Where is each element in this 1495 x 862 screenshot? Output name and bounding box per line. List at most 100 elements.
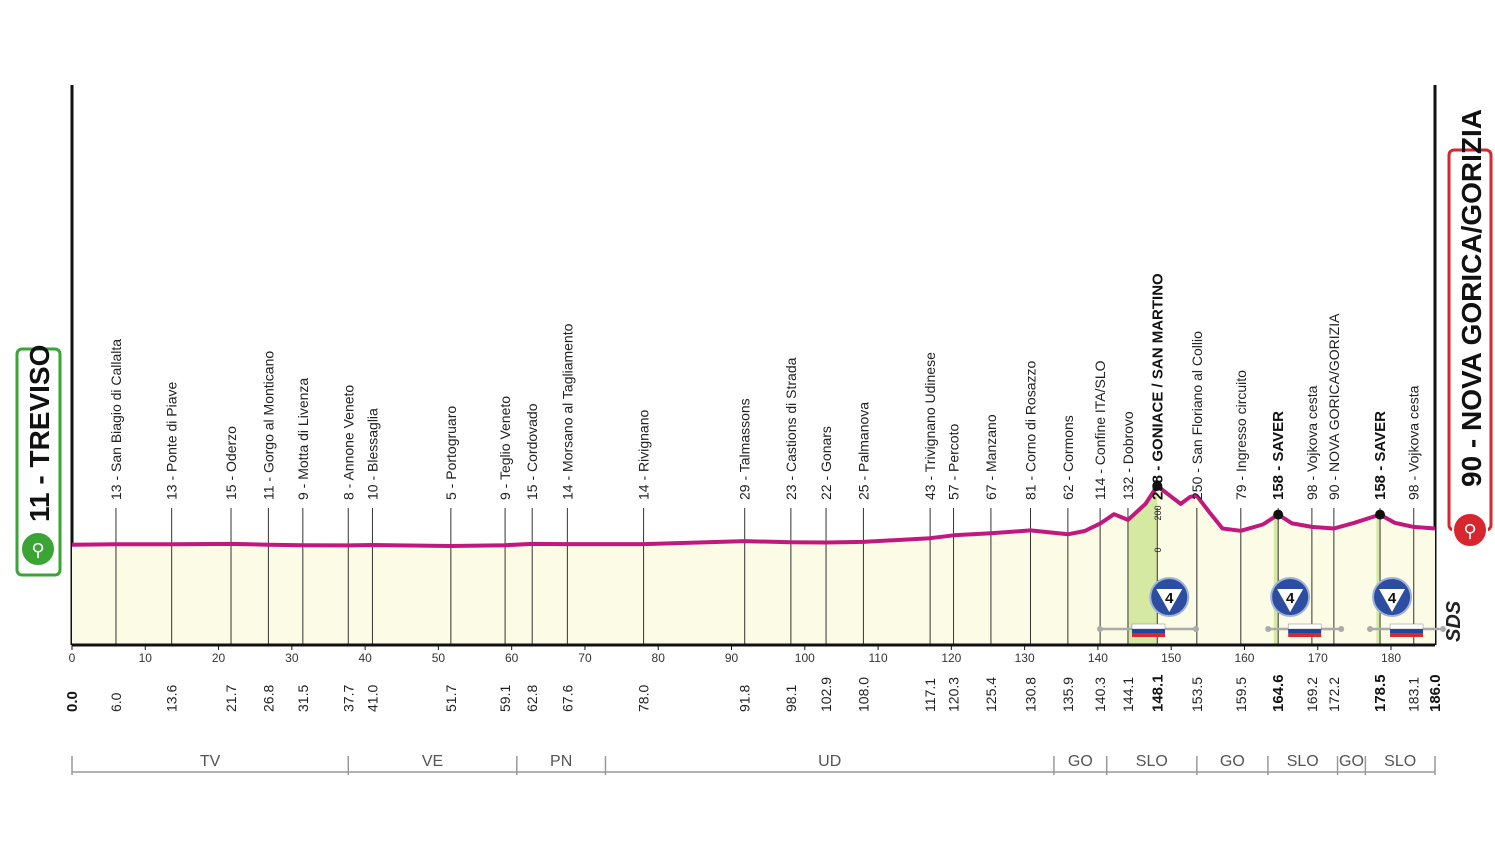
altitude-marker: 0 [1153, 547, 1163, 552]
altitude-marker: 200 [1153, 505, 1163, 520]
km-label: 0.0 [64, 691, 81, 712]
km-label: 135.9 [1060, 677, 1076, 712]
km-label: 62.8 [524, 685, 540, 712]
km-label: 148.1 [1149, 674, 1166, 712]
km-label: 178.5 [1372, 674, 1389, 712]
point-label: 5 - Portogruaro [443, 406, 459, 500]
start-cyclist-icon [20, 531, 56, 567]
region-label: UD [818, 753, 841, 770]
point-label: 8 - Annone Veneto [340, 385, 356, 500]
border-crossing-marker [1097, 623, 1199, 637]
sprint-markers [1097, 623, 1447, 637]
km-label: 183.1 [1406, 677, 1422, 712]
point-label: 10 - Blessaglia [364, 408, 380, 500]
point-label: 29 - Talmassons [737, 398, 753, 500]
summit-dot [1273, 509, 1284, 520]
finish-cyclist-icon [1452, 512, 1488, 548]
km-label: 37.7 [340, 685, 356, 712]
climb-band [1376, 514, 1381, 645]
km-label: 98.1 [783, 685, 799, 712]
x-tick-label: 140 [1088, 651, 1108, 665]
climb-category-value: 4 [1286, 590, 1295, 607]
climb-category-value: 4 [1388, 590, 1397, 607]
point-label: 62 - Cormons [1060, 415, 1076, 500]
km-label: 41.0 [364, 685, 380, 712]
km-label: 159.5 [1233, 677, 1249, 712]
x-tick-label: 40 [358, 651, 372, 665]
km-label: 172.2 [1326, 677, 1342, 712]
point-labels: 13 - San Biagio di Callalta 13 - Ponte di… [108, 273, 1422, 500]
summit-dot [1375, 509, 1386, 520]
point-label: 13 - Ponte di Piave [164, 381, 180, 500]
region-label: PN [550, 753, 572, 770]
km-label: 120.3 [946, 677, 962, 712]
point-label: 250 - San Floriano al Collio [1189, 331, 1205, 500]
x-axis-ticks: 0 10 20 30 40 50 60 70 80 90 100 110 120 130 140 150 160… [69, 645, 1401, 665]
km-label: 78.0 [636, 685, 652, 712]
point-label: 298 - GONIACE / SAN MARTINO [1149, 273, 1166, 500]
climb-band [1273, 514, 1279, 645]
point-label: 43 - Trivignano Udinese [922, 352, 938, 500]
region-label: VE [422, 753, 443, 770]
point-label: 132 - Dobrovo [1120, 411, 1136, 500]
km-label: 59.1 [497, 685, 513, 712]
km-label: 144.1 [1120, 677, 1136, 712]
x-tick-label: 160 [1234, 651, 1254, 665]
x-tick-label: 30 [285, 651, 299, 665]
point-label: 158 - SAVER [1270, 411, 1287, 500]
profile-line [71, 483, 1436, 548]
finish-city-label: 90 - NOVA GORICA/GORIZIA [1456, 109, 1487, 487]
border-crossing-marker [1265, 623, 1345, 637]
km-labels: 0.0 6.0 13.6 21.7 26.8 31.5 37.7 41.0 51.7 59.1 62… [64, 674, 1444, 712]
km-label: 26.8 [260, 685, 276, 712]
x-tick-label: 0 [69, 651, 76, 665]
km-label: 21.7 [223, 685, 239, 712]
point-label: 114 - Confine ITA/SLO [1092, 360, 1108, 500]
region-label: GO [1339, 753, 1364, 770]
climb-badges: 4 4 4 [1149, 480, 1413, 617]
point-label: 15 - Cordovado [524, 403, 540, 500]
x-tick-label: 100 [795, 651, 815, 665]
region-label: TV [200, 753, 221, 770]
x-tick-label: 130 [1015, 651, 1035, 665]
x-tick-label: 110 [869, 651, 888, 665]
point-label: 15 - Oderzo [223, 426, 239, 500]
region-label: GO [1068, 753, 1093, 770]
x-tick-label: 90 [725, 651, 739, 665]
profile-fill [72, 485, 1435, 645]
km-label: 108.0 [855, 677, 871, 712]
start-city-label: 11 - TREVISO [24, 345, 55, 522]
climb-band [1127, 485, 1158, 645]
km-label: 186.0 [1427, 674, 1444, 712]
x-tick-label: 170 [1308, 651, 1328, 665]
point-label: 90 - NOVA GORICA/GORIZIA [1326, 313, 1342, 500]
point-label: 79 - Ingresso circuito [1233, 370, 1249, 500]
x-tick-label: 10 [139, 651, 153, 665]
x-tick-label: 180 [1381, 651, 1401, 665]
svg-text:⚲: ⚲ [1463, 521, 1476, 542]
point-label: 98 - Vojkova cesta [1406, 385, 1422, 500]
climb-category-badge: 4 [1372, 509, 1413, 617]
km-label: 13.6 [164, 685, 180, 712]
region-label: SLO [1384, 753, 1416, 770]
point-label: 25 - Palmanova [855, 402, 871, 500]
km-label: 51.7 [443, 685, 459, 712]
point-label: 13 - San Biagio di Callalta [108, 339, 124, 500]
profile-line-path [71, 483, 1436, 548]
region-label: GO [1220, 753, 1245, 770]
climb-bands [1127, 485, 1381, 645]
point-label: 98 - Vojkova cesta [1304, 385, 1320, 500]
km-label: 31.5 [295, 685, 311, 712]
km-label: 125.4 [983, 677, 999, 712]
km-label: 153.5 [1189, 677, 1205, 712]
km-label: 91.8 [737, 685, 753, 712]
climb-category-value: 4 [1165, 590, 1174, 607]
x-tick-label: 20 [212, 651, 226, 665]
point-label: 9 - Teglio Veneto [497, 396, 513, 500]
point-label: 158 - SAVER [1372, 411, 1389, 500]
km-label: 130.8 [1022, 677, 1038, 712]
point-leader-lines [115, 508, 1415, 645]
point-label: 81 - Corno di Rosazzo [1022, 360, 1038, 500]
point-label: 11 - Gorgo al Monticano [260, 351, 276, 500]
